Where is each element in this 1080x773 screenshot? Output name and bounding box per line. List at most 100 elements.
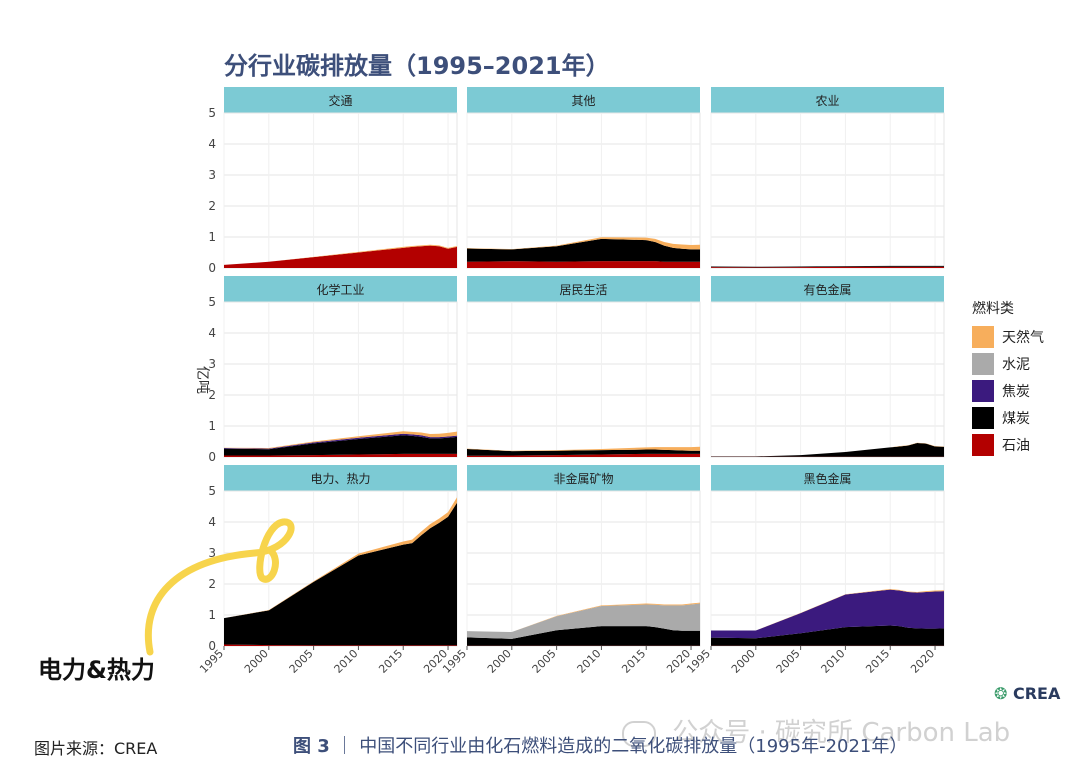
y-tick-label: 5 xyxy=(208,295,216,309)
area-series-煤炭 xyxy=(711,443,944,457)
y-tick-label: 2 xyxy=(208,577,216,591)
plot-area xyxy=(710,112,945,269)
facet-panel: 交通 0 1 2 3 4 5 xyxy=(208,87,458,275)
y-tick-label: 2 xyxy=(208,388,216,402)
area-series-煤炭 xyxy=(467,626,700,646)
legend-swatch-coke xyxy=(972,380,994,402)
facet-strip-label: 化学工业 xyxy=(316,282,364,297)
legend-item-oil: 石油 xyxy=(972,433,1030,457)
facet-panel: 农业 xyxy=(710,87,945,269)
facet-strip-label: 交通 xyxy=(328,93,352,108)
y-tick-label: 4 xyxy=(208,515,216,529)
area-series-石油 xyxy=(467,453,700,457)
crea-logo-text: CREA xyxy=(1012,684,1061,703)
chart-title: 分行业碳排放量（1995–2021年） xyxy=(224,52,610,80)
legend-item-coal: 煤炭 xyxy=(972,406,1030,430)
facet-strip-label: 其他 xyxy=(571,94,595,108)
x-tick-label: 2000 xyxy=(729,647,758,676)
legend-item-natural-gas: 天然气 xyxy=(972,325,1044,349)
facet-strip-label: 非金属矿物 xyxy=(553,471,613,486)
facet-panel: 黑色金属 1995 2000 2005 2010 2015 2020 xyxy=(684,465,945,676)
y-tick-label: 1 xyxy=(208,230,216,244)
annotation-power-heat: 电力&热力 xyxy=(38,656,155,684)
watermark-text: 公众号 · 碳究所 Carbon Lab xyxy=(672,718,1011,748)
facet-strip xyxy=(711,465,944,491)
crea-logo: ❂ CREA xyxy=(994,684,1060,703)
facet-strip xyxy=(224,276,457,302)
area-series-煤炭 xyxy=(711,625,944,646)
plot-area xyxy=(466,301,701,458)
facet-strip xyxy=(711,276,944,302)
y-tick-label: 1 xyxy=(208,608,216,622)
legend-label: 天然气 xyxy=(1002,330,1044,346)
legend-swatch-coal xyxy=(972,407,994,429)
facet-strip-label: 居民生活 xyxy=(559,283,607,297)
area-series-天然气 xyxy=(467,237,700,250)
area-series-煤炭 xyxy=(467,448,700,456)
x-tick-label: 1995 xyxy=(684,647,713,676)
y-tick-label: 0 xyxy=(208,450,216,464)
area-series-天然气 xyxy=(467,446,700,452)
x-tick-label: 2010 xyxy=(819,647,848,676)
facet-panel: 化学工业 0 1 2 3 4 5 xyxy=(208,276,458,464)
legend-swatch-cement xyxy=(972,353,994,375)
y-tick-label: 5 xyxy=(208,106,216,120)
legend-label: 煤炭 xyxy=(1002,411,1030,427)
facet-strip-label: 农业 xyxy=(815,94,839,108)
y-axis-label: 亿吨 xyxy=(194,366,210,394)
x-tick-label: 2005 xyxy=(774,647,803,676)
area-series-煤炭 xyxy=(224,435,457,456)
legend-title: 燃料类 xyxy=(972,301,1014,317)
facet-panel: 有色金属 xyxy=(710,276,945,458)
x-tick-label: 2005 xyxy=(530,647,559,676)
x-tick-label: 2020 xyxy=(908,647,937,676)
caption-text: 中国不同行业由化石燃料造成的二氧化碳排放量（1995年-2021年） xyxy=(359,736,908,757)
wechat-icon xyxy=(622,720,656,747)
facet-strip xyxy=(224,465,457,491)
x-tick-label: 2000 xyxy=(485,647,514,676)
y-tick-label: 3 xyxy=(208,546,216,560)
area-series-石油 xyxy=(224,453,457,457)
area-series-焦炭 xyxy=(711,589,944,639)
plot-area xyxy=(710,301,945,458)
highlight-swirl xyxy=(144,518,295,656)
x-tick-label: 2015 xyxy=(619,647,648,676)
image-source: 图片来源：CREA xyxy=(34,739,158,758)
x-tick-label: 2000 xyxy=(242,647,271,676)
facet-strip xyxy=(467,465,700,491)
facet-strip-label: 有色金属 xyxy=(803,282,851,297)
y-tick-label: 4 xyxy=(208,137,216,151)
x-tick-label: 2015 xyxy=(376,647,405,676)
area-series-石油 xyxy=(224,245,457,268)
facet-strip-label: 黑色金属 xyxy=(803,471,851,486)
y-tick-label: 1 xyxy=(208,419,216,433)
facet-panel: 其他 xyxy=(466,87,701,269)
plot-area xyxy=(223,112,458,269)
y-tick-label: 5 xyxy=(208,484,216,498)
area-series-石油 xyxy=(467,261,700,268)
x-tick-label: 1995 xyxy=(197,647,226,676)
y-tick-label: 2 xyxy=(208,199,216,213)
legend-item-cement: 水泥 xyxy=(972,352,1030,376)
legend-swatch-oil xyxy=(972,434,994,456)
figure-number: 图 3 xyxy=(293,736,330,757)
x-tick-label: 2015 xyxy=(863,647,892,676)
x-tick-label: 2010 xyxy=(575,647,604,676)
facet-strip xyxy=(224,87,457,113)
area-series-石油 xyxy=(224,644,457,646)
legend-item-coke: 焦炭 xyxy=(972,379,1030,403)
facet-strip-label: 电力、热力 xyxy=(310,472,370,486)
y-tick-label: 3 xyxy=(208,357,216,371)
facet-strip xyxy=(711,87,944,113)
legend-label: 水泥 xyxy=(1002,357,1030,373)
y-tick-label: 4 xyxy=(208,326,216,340)
watermark: 公众号 · 碳究所 Carbon Lab xyxy=(622,712,1010,749)
caption-separator: ｜ xyxy=(335,736,354,757)
plot-area xyxy=(223,301,458,458)
y-tick-label: 3 xyxy=(208,168,216,182)
area-series-煤炭 xyxy=(711,265,944,268)
y-tick-label: 0 xyxy=(208,639,216,653)
